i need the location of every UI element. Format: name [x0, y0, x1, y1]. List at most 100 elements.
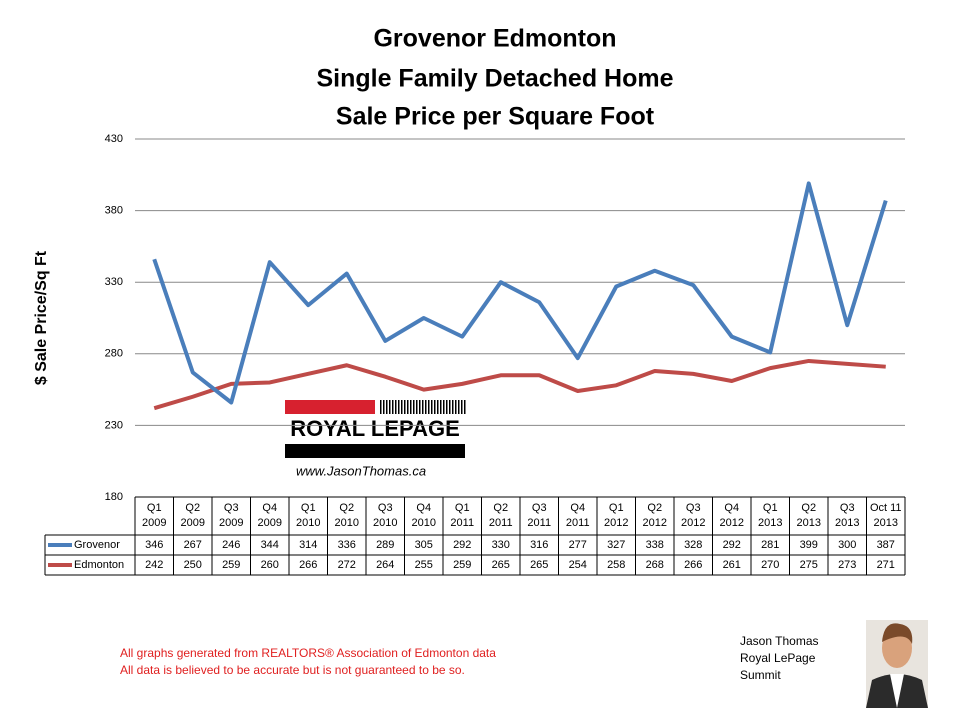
x-tick-label: Q4	[262, 502, 277, 514]
series-line	[152, 181, 888, 405]
barcode-line	[431, 400, 433, 414]
x-tick-label: 2012	[720, 517, 744, 529]
table-value: 268	[646, 559, 664, 571]
table-value: 242	[145, 559, 163, 571]
x-tick-label: 2010	[296, 517, 320, 529]
barcode-line	[452, 400, 454, 414]
x-tick-label: Q3	[224, 502, 239, 514]
x-tick-label: Q2	[339, 502, 354, 514]
barcode-line	[398, 400, 400, 414]
x-tick-label: Q2	[493, 502, 508, 514]
barcode-line	[407, 400, 409, 414]
table-value: 273	[838, 559, 856, 571]
x-tick-label: 2009	[142, 517, 166, 529]
x-tick-label: 2013	[874, 517, 898, 529]
table-value: 261	[723, 559, 741, 571]
table-value: 271	[877, 559, 895, 571]
table-value: 330	[492, 539, 510, 551]
barcode-line	[383, 400, 385, 414]
table-value: 264	[376, 559, 394, 571]
barcode-line	[419, 400, 421, 414]
table-value: 258	[607, 559, 625, 571]
x-tick-label: Q1	[147, 502, 162, 514]
barcode-line	[428, 400, 430, 414]
barcode-line	[449, 400, 451, 414]
table-value: 399	[800, 539, 818, 551]
table-value: 266	[684, 559, 702, 571]
y-tick-label: 230	[105, 419, 123, 431]
x-tick-label: 2010	[335, 517, 359, 529]
x-tick-label: Q3	[686, 502, 701, 514]
table-value: 300	[838, 539, 856, 551]
x-tick-label: 2009	[219, 517, 243, 529]
barcode-line	[461, 400, 463, 414]
table-value: 289	[376, 539, 394, 551]
barcode-line	[455, 400, 457, 414]
logo: ROYAL LEPAGE www.JasonThomas.ca	[285, 400, 466, 478]
x-tick-label: 2009	[258, 517, 282, 529]
legend-label: Edmonton	[74, 559, 124, 571]
x-tick-label: 2013	[835, 517, 859, 529]
barcode-line	[464, 400, 466, 414]
x-tick-label: 2012	[681, 517, 705, 529]
table-value: 316	[530, 539, 548, 551]
table-value: 277	[569, 539, 587, 551]
barcode-line	[404, 400, 406, 414]
barcode-line	[437, 400, 439, 414]
x-tick-label: Q4	[724, 502, 739, 514]
x-tick-label: 2013	[758, 517, 782, 529]
x-tick-label: Q2	[647, 502, 662, 514]
x-tick-label: 2011	[527, 517, 551, 529]
chart-title: Single Family Detached Home	[316, 65, 673, 93]
barcode-line	[389, 400, 391, 414]
barcode-line	[392, 400, 394, 414]
barcode-line	[434, 400, 436, 414]
x-tick-label: Q3	[378, 502, 393, 514]
x-tick-label: Q4	[570, 502, 585, 514]
barcode-line	[425, 400, 427, 414]
chart-title: Grovenor Edmonton	[373, 25, 616, 53]
table-value: 275	[800, 559, 818, 571]
table-value: 292	[723, 539, 741, 551]
barcode-line	[410, 400, 412, 414]
table-value: 336	[338, 539, 356, 551]
table-value: 328	[684, 539, 702, 551]
barcode-line	[458, 400, 460, 414]
x-tick-label: Q3	[532, 502, 547, 514]
x-tick-label: Q2	[185, 502, 200, 514]
table-value: 259	[222, 559, 240, 571]
y-tick-label: 430	[105, 133, 123, 145]
x-tick-label: 2009	[181, 517, 205, 529]
table-value: 387	[877, 539, 895, 551]
barcode-line	[395, 400, 397, 414]
x-tick-label: Q1	[301, 502, 316, 514]
y-tick-label: 330	[105, 276, 123, 288]
barcode-line	[416, 400, 418, 414]
x-tick-label: 2010	[412, 517, 436, 529]
x-tick-label: Q1	[609, 502, 624, 514]
chart-title: Sale Price per Square Foot	[336, 103, 655, 131]
table-value: 246	[222, 539, 240, 551]
table-value: 281	[761, 539, 779, 551]
x-tick-label: 2010	[373, 517, 397, 529]
agent-name: Jason Thomas	[740, 634, 819, 648]
table-value: 266	[299, 559, 317, 571]
x-tick-label: Q4	[416, 502, 431, 514]
logo-bar	[285, 444, 465, 458]
logo-brand: ROYAL LEPAGE	[290, 416, 460, 441]
x-tick-label: Q1	[455, 502, 470, 514]
x-tick-label: 2012	[643, 517, 667, 529]
table-value: 346	[145, 539, 163, 551]
table-value: 250	[184, 559, 202, 571]
table-value: 270	[761, 559, 779, 571]
barcode-line	[401, 400, 403, 414]
table-value: 338	[646, 539, 664, 551]
logo-block	[285, 400, 375, 414]
table-value: 267	[184, 539, 202, 551]
table-value: 255	[415, 559, 433, 571]
y-tick-label: 180	[105, 491, 123, 503]
barcode-line	[446, 400, 448, 414]
x-tick-label: 2012	[604, 517, 628, 529]
y-tick-label: 280	[105, 348, 123, 360]
